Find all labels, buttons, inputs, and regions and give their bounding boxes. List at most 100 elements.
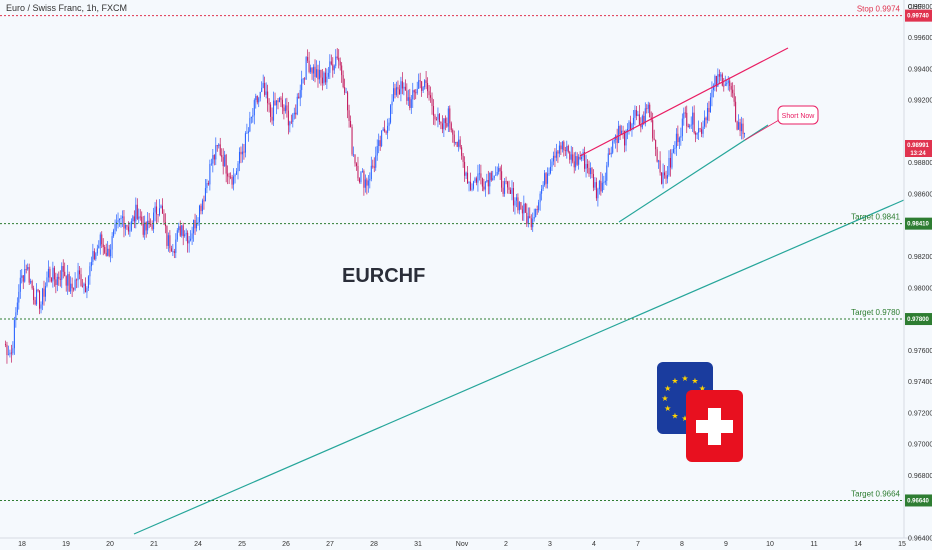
candle-body [446,123,448,127]
candle-body [530,218,532,228]
candle-body [517,197,519,211]
candle-body [105,252,107,256]
candle-body [449,108,451,124]
candle-body [699,128,701,130]
candle-body [139,216,141,218]
candle-body [656,149,658,162]
candle-body [259,91,261,99]
candle-body [471,188,473,190]
candle-body [314,66,316,77]
candle-body [144,222,146,235]
candle-body [207,183,209,185]
candle-body [133,216,135,222]
candle-body [87,276,89,289]
candle-body [332,64,334,71]
candle-body [18,291,20,303]
candle-body [367,180,369,186]
candle-body [215,145,217,160]
candle-body [684,112,686,114]
candle-body [95,253,97,260]
candle-body [210,163,212,165]
candle-body [230,176,232,178]
candle-body [432,106,435,116]
candle-body [549,166,552,174]
candle-body [594,182,596,188]
x-tick-label: 26 [282,541,290,548]
candle-body [170,248,172,252]
candle-body [686,112,688,127]
candle-body [406,90,408,101]
candle-body [701,129,703,134]
eu-star: ★ [661,394,668,403]
candle-body [284,105,286,112]
candle-body [674,147,676,149]
y-tick-label: 0.97400 [908,379,932,386]
candle-body [378,140,380,147]
candle-body [413,90,415,93]
candle-body [659,160,661,173]
candle-body [395,87,397,95]
candle-body [81,285,84,287]
candle-body [281,99,283,108]
candle-body [79,270,81,275]
candle-body [197,222,199,224]
candle-body [387,125,389,133]
y-tick-label: 0.98200 [908,254,932,261]
candle-body [59,278,61,280]
short-now-callout[interactable]: Short Now [744,105,819,141]
candle-body [557,151,559,154]
candle-body [575,156,577,168]
candle-body [203,200,205,202]
y-tick-label: 0.99400 [908,66,932,73]
candle-body [443,118,445,130]
candle-body [147,220,149,231]
candle-body [702,126,704,134]
candle-body [558,145,560,154]
candle-body [726,83,728,85]
candle-body [323,72,325,84]
candle-body [475,178,477,183]
x-tick-label: 28 [370,541,378,548]
candle-body [246,133,248,134]
candle-body [616,135,618,143]
candle-body [569,151,571,160]
candle-body [382,128,384,131]
long-support-trendline [133,199,905,535]
candle-body [111,236,113,250]
eu-star: ★ [664,384,671,393]
candle-body [391,101,393,106]
candle-body [68,274,70,292]
candle-body [375,155,377,168]
candle-body [555,151,557,158]
candle-body [428,91,430,96]
candle-body [727,80,729,84]
candle-body [116,221,118,225]
y-tick-label: 0.98800 [908,160,932,167]
candle-body [363,171,365,188]
candle-body [166,226,168,246]
candle-body [119,219,121,221]
candle-body [492,178,494,181]
candle-body [127,226,129,232]
candle-body [486,180,488,182]
candle-body [683,112,685,119]
candle-body [554,155,556,158]
candle-body [715,76,717,87]
candle-body [292,114,294,122]
candle-body [361,171,363,173]
candle-body [102,244,104,247]
candle-body [518,202,520,211]
candle-body [714,76,716,86]
candle-body [43,288,45,297]
candle-body [179,226,181,236]
candle-body [101,234,103,245]
candle-body [631,124,633,131]
y-tick-label: 0.97000 [908,442,932,449]
candle-body [108,248,110,257]
candle-body [619,126,621,135]
candle-body [231,176,233,185]
level-badge-value: 0.99740 [907,14,929,20]
channel-support-trendline [618,124,769,223]
candle-body [31,281,33,289]
